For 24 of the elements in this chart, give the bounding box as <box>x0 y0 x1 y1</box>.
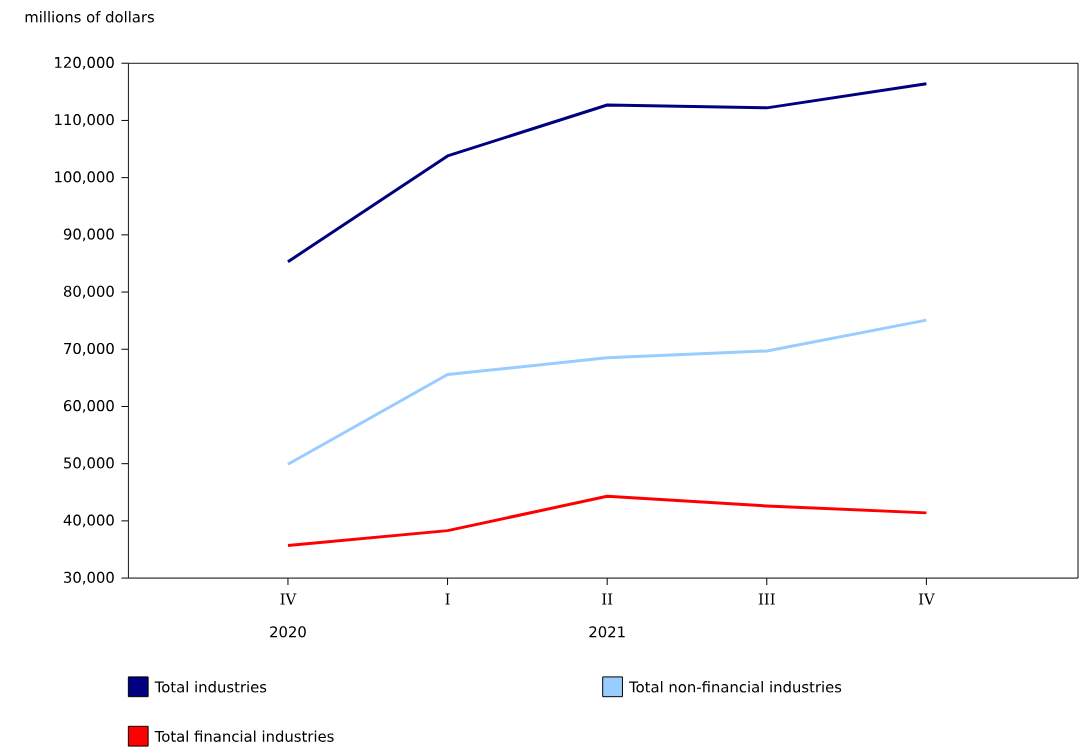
y-tick-label: 50,000 <box>64 457 114 471</box>
x-tick-label: II <box>602 593 613 605</box>
legend-label: Total financial industries <box>154 730 334 742</box>
y-tick-label: 120,000 <box>55 56 114 70</box>
x-tick-label: IV <box>918 593 935 605</box>
y-tick-label: 70,000 <box>64 342 114 356</box>
text: 2021 <box>589 626 625 638</box>
x-tick-label: I <box>445 593 450 605</box>
legend-label: Total non-financial industries <box>629 681 842 693</box>
x-tick-label: III <box>758 593 775 605</box>
y-tick-label: 60,000 <box>63 400 114 413</box>
y-tick-label: 100,000 <box>55 171 114 184</box>
y-tick-label: 90,000 <box>63 228 114 242</box>
line-series <box>286 318 928 466</box>
y-axis-title: millions of dollars <box>25 11 155 23</box>
text: 2020 <box>270 626 306 638</box>
y-tick-label: 30,000 <box>64 571 114 585</box>
y-tick-label: 80,000 <box>63 285 114 299</box>
legend-label: Total industries <box>154 681 267 693</box>
line-series <box>286 494 928 547</box>
line-series <box>286 82 928 264</box>
y-tick-label: 110,000 <box>55 114 114 127</box>
x-tick-label: IV <box>280 593 297 605</box>
y-tick-label: 40,000 <box>63 514 114 528</box>
